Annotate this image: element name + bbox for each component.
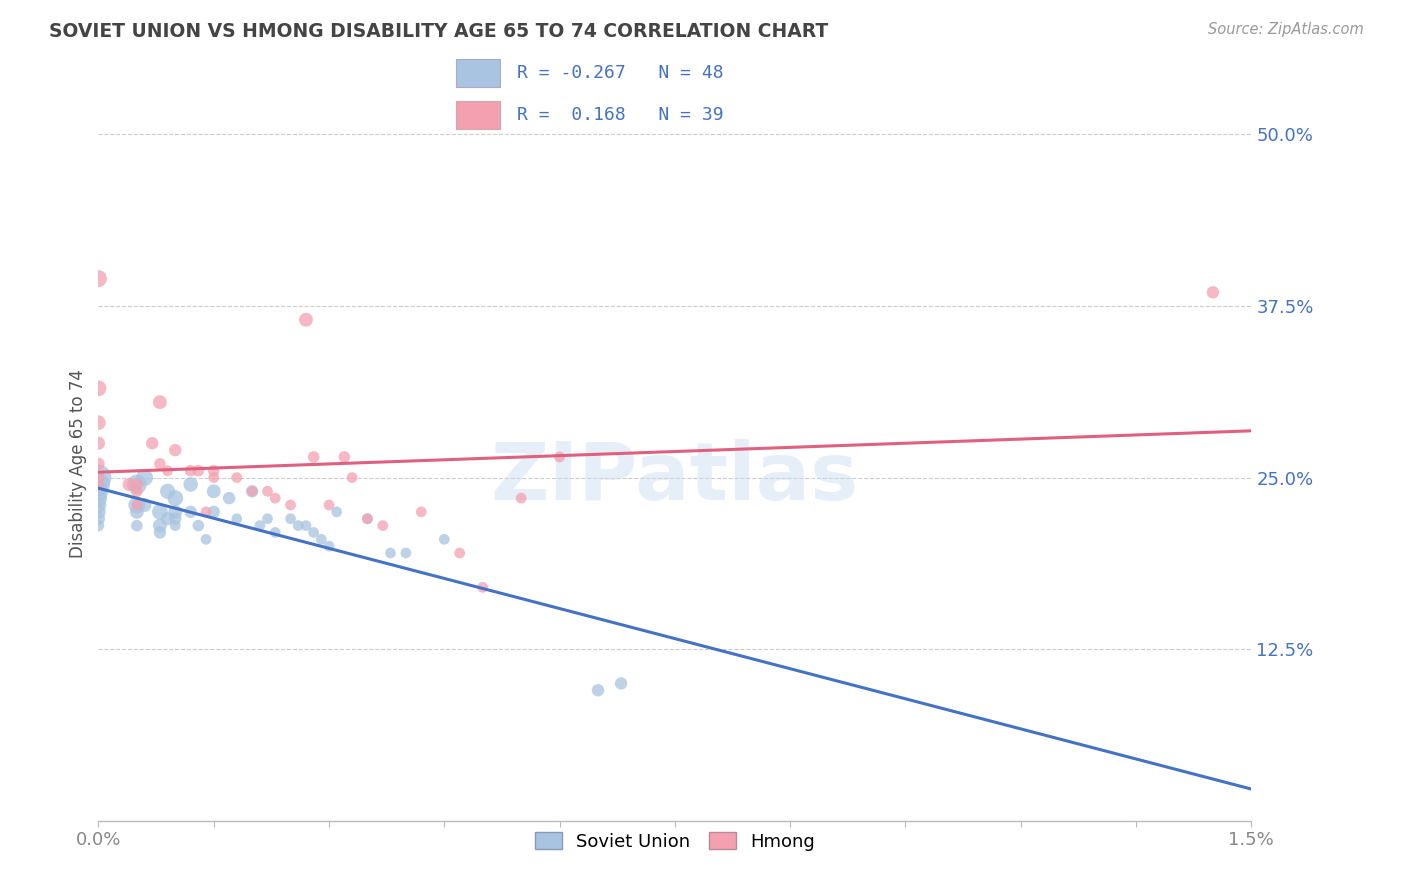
Point	[87, 470, 110, 484]
Point	[202, 470, 225, 484]
Point	[225, 512, 247, 526]
Point	[195, 505, 218, 519]
Point	[333, 450, 356, 464]
Point	[325, 505, 347, 519]
Point	[165, 443, 187, 458]
Point	[256, 484, 278, 499]
Point	[87, 512, 110, 526]
Point	[510, 491, 533, 505]
Point	[87, 416, 110, 430]
Point	[125, 498, 148, 512]
Point	[87, 518, 110, 533]
Point	[187, 518, 209, 533]
Point	[180, 505, 202, 519]
Point	[295, 518, 318, 533]
Point	[156, 484, 179, 499]
Y-axis label: Disability Age 65 to 74: Disability Age 65 to 74	[69, 369, 87, 558]
Point	[165, 518, 187, 533]
Point	[125, 518, 148, 533]
Point	[610, 676, 633, 690]
Point	[165, 491, 187, 505]
Point	[411, 505, 433, 519]
Point	[449, 546, 471, 560]
Point	[149, 518, 172, 533]
Point	[87, 381, 110, 395]
Point	[87, 477, 110, 491]
Point	[141, 436, 163, 450]
Point	[87, 477, 110, 491]
Point	[187, 464, 209, 478]
Point	[125, 498, 148, 512]
Point	[287, 518, 309, 533]
Point	[125, 477, 148, 491]
Text: ZIPatlas: ZIPatlas	[491, 439, 859, 517]
Point	[256, 512, 278, 526]
Point	[87, 457, 110, 471]
Point	[165, 512, 187, 526]
Point	[340, 470, 363, 484]
Text: R =  0.168   N = 39: R = 0.168 N = 39	[517, 106, 724, 124]
Point	[586, 683, 609, 698]
Point	[302, 525, 325, 540]
Text: SOVIET UNION VS HMONG DISABILITY AGE 65 TO 74 CORRELATION CHART: SOVIET UNION VS HMONG DISABILITY AGE 65 …	[49, 22, 828, 41]
Point	[118, 477, 141, 491]
Point	[225, 470, 247, 484]
Point	[202, 484, 225, 499]
Point	[295, 312, 318, 326]
Point	[318, 539, 340, 553]
Point	[318, 498, 340, 512]
Point	[87, 505, 110, 519]
Bar	[457, 101, 501, 129]
Point	[87, 271, 110, 285]
Point	[356, 512, 378, 526]
Point	[380, 546, 402, 560]
Point	[180, 477, 202, 491]
Point	[87, 484, 110, 499]
Point	[195, 533, 218, 547]
Point	[240, 484, 263, 499]
Bar	[457, 59, 501, 87]
Point	[433, 533, 456, 547]
Point	[87, 470, 110, 484]
Text: R = -0.267   N = 48: R = -0.267 N = 48	[517, 64, 724, 82]
Point	[180, 464, 202, 478]
Point	[1202, 285, 1225, 300]
Point	[149, 457, 172, 471]
Point	[202, 464, 225, 478]
Point	[280, 512, 302, 526]
Point	[371, 518, 394, 533]
Point	[156, 512, 179, 526]
Point	[156, 464, 179, 478]
Point	[302, 450, 325, 464]
Point	[356, 512, 378, 526]
Point	[202, 505, 225, 519]
Point	[125, 505, 148, 519]
Point	[125, 477, 148, 491]
Point	[249, 518, 271, 533]
Point	[280, 498, 302, 512]
Legend: Soviet Union, Hmong: Soviet Union, Hmong	[527, 825, 823, 858]
Point	[218, 491, 240, 505]
Point	[471, 580, 494, 594]
Point	[87, 491, 110, 505]
Point	[149, 395, 172, 409]
Point	[149, 505, 172, 519]
Point	[395, 546, 418, 560]
Point	[264, 525, 287, 540]
Point	[165, 505, 187, 519]
Point	[264, 491, 287, 505]
Point	[311, 533, 333, 547]
Point	[87, 498, 110, 512]
Point	[134, 470, 156, 484]
Point	[134, 498, 156, 512]
Point	[87, 436, 110, 450]
Point	[149, 525, 172, 540]
Point	[240, 484, 263, 499]
Point	[548, 450, 571, 464]
Text: Source: ZipAtlas.com: Source: ZipAtlas.com	[1208, 22, 1364, 37]
Point	[125, 484, 148, 499]
